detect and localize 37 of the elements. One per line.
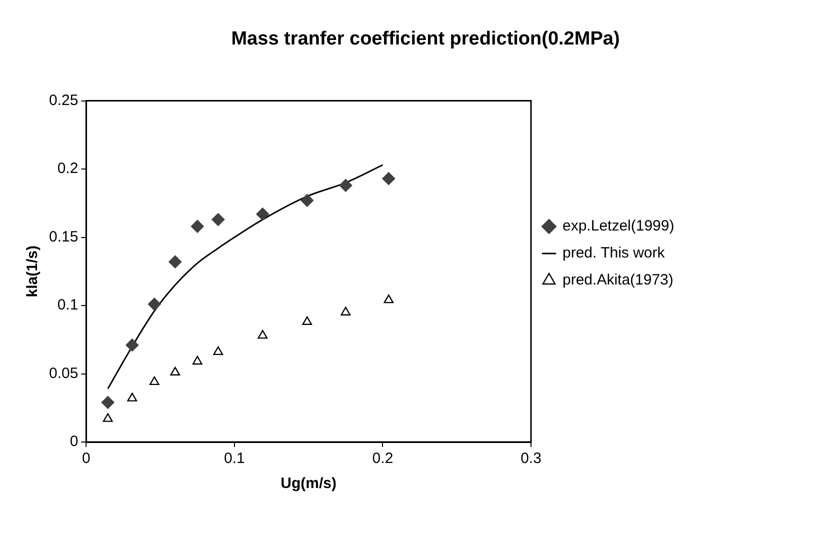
y-tick-label: 0 bbox=[70, 433, 78, 450]
point bbox=[340, 306, 351, 316]
point bbox=[382, 172, 396, 186]
y-axis-title: kla(1/s) bbox=[24, 246, 42, 298]
point bbox=[212, 213, 225, 226]
x-axis-title: Ug(m/s) bbox=[280, 475, 337, 492]
line-series bbox=[107, 164, 384, 390]
point bbox=[256, 208, 270, 221]
point bbox=[339, 178, 352, 192]
point bbox=[384, 294, 394, 304]
x-tick-label: 0.3 bbox=[520, 450, 542, 468]
chart-title: Mass tranfer coefficient prediction(0.2MPa) bbox=[231, 28, 620, 50]
point bbox=[102, 413, 113, 422]
legend-label: exp.Letzel(1999) bbox=[562, 218, 674, 235]
x-tick-label: 0.1 bbox=[224, 450, 245, 468]
point bbox=[148, 298, 161, 311]
point bbox=[149, 376, 160, 386]
y-tick-label: 0.2 bbox=[57, 160, 78, 178]
x-tick-label: 0.2 bbox=[372, 450, 394, 468]
point bbox=[168, 255, 182, 268]
point bbox=[192, 356, 202, 365]
point bbox=[258, 330, 268, 339]
y-tick-label: 0.15 bbox=[48, 228, 78, 246]
point bbox=[302, 316, 312, 325]
y-tick-label: 0.05 bbox=[48, 364, 78, 382]
point bbox=[101, 396, 114, 409]
y-tick-label: 0.1 bbox=[57, 296, 78, 314]
legend-label: pred.Akita(1973) bbox=[562, 272, 674, 289]
point bbox=[300, 194, 314, 207]
y-tick-label: 0.25 bbox=[48, 92, 78, 109]
point bbox=[190, 220, 204, 233]
point bbox=[213, 346, 224, 356]
point bbox=[126, 338, 139, 352]
point bbox=[170, 366, 180, 376]
x-tick-label: 0 bbox=[82, 450, 90, 468]
legend-label: pred. This work bbox=[562, 244, 666, 262]
point bbox=[127, 392, 138, 402]
